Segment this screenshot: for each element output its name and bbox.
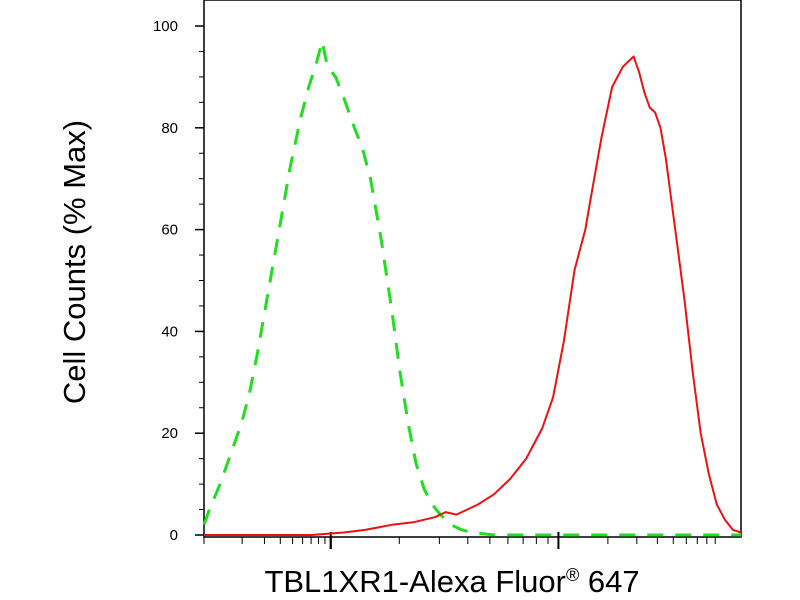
- sample-series-line: [204, 55, 742, 536]
- y-tick-label: 100: [153, 18, 178, 35]
- plot-frame: [203, 0, 742, 538]
- x-axis-title-suffix: 647: [579, 564, 639, 599]
- y-tick-label: 0: [170, 527, 178, 544]
- y-tick-label: 80: [161, 120, 178, 137]
- x-axis-title-main: TBL1XR1-Alexa Fluor: [264, 564, 566, 599]
- y-axis: 0 20 40 60 80 100: [153, 18, 204, 544]
- control-series-line: [202, 39, 741, 537]
- y-tick-label: 60: [161, 222, 178, 239]
- y-tick-label: 20: [161, 425, 178, 442]
- series-layer: [202, 39, 742, 537]
- registered-mark: ®: [566, 565, 579, 585]
- y-axis-title: Cell Counts (% Max): [57, 120, 92, 404]
- y-tick-label: 40: [161, 323, 178, 340]
- x-axis: [203, 532, 716, 549]
- x-axis-title: TBL1XR1-Alexa Fluor® 647: [264, 564, 639, 599]
